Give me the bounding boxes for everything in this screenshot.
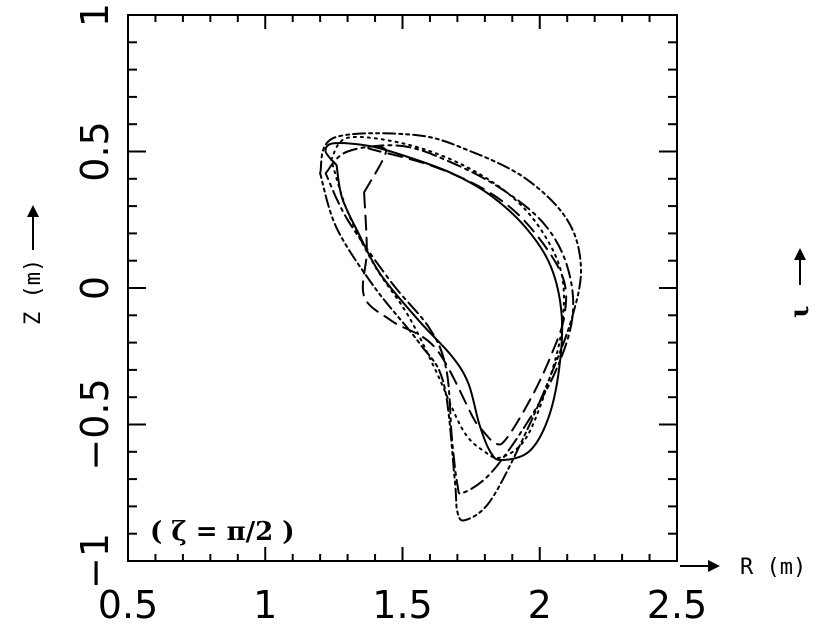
x-tick-label: 1.5 xyxy=(372,583,432,626)
series-curve-dash-dot xyxy=(324,144,575,495)
x-tick-label: 2.5 xyxy=(647,583,707,626)
y-axis-arrow xyxy=(27,205,39,250)
plot-curves xyxy=(319,132,583,522)
y-tick-label: −1 xyxy=(73,533,117,589)
side-arrow xyxy=(794,248,806,285)
y-tick-label: 1 xyxy=(73,3,117,27)
series-curve-dashed xyxy=(361,145,568,446)
plot-frame xyxy=(127,14,678,562)
series-curve-solid xyxy=(324,142,564,461)
series-curve-dash-dot-dot xyxy=(319,132,583,522)
x-tick-label: 1 xyxy=(253,583,277,626)
x-tick-label: 0.5 xyxy=(98,583,158,626)
angle-annotation: ( ζ = π/2 ) xyxy=(150,517,295,547)
y-axis-label: Z (m) xyxy=(21,259,46,325)
side-label: ι xyxy=(785,305,815,318)
axis-ticks xyxy=(127,14,678,562)
y-tick-label: 0 xyxy=(73,276,117,300)
y-tick-label: −0.5 xyxy=(73,378,117,470)
x-axis-arrow xyxy=(680,560,720,572)
y-tick-label: 0.5 xyxy=(73,121,117,181)
x-axis-label: R (m) xyxy=(740,555,806,580)
x-tick-label: 2 xyxy=(528,583,552,626)
tick-labels: 0.5 1 1.5 2 2.5 −1 −0.5 0 0.5 1 xyxy=(73,3,707,626)
